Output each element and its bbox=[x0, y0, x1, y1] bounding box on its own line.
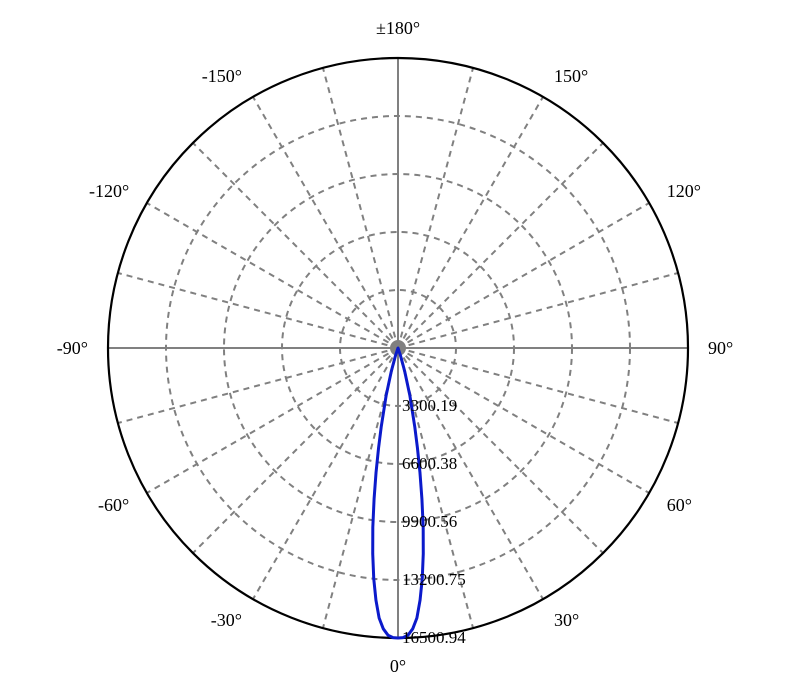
angle-tick-label: -150° bbox=[202, 66, 242, 86]
angle-tick-label: -30° bbox=[211, 610, 242, 630]
angle-tick-label: 120° bbox=[667, 181, 701, 201]
angle-tick-label: -60° bbox=[98, 495, 129, 515]
angle-tick-label: 60° bbox=[667, 495, 692, 515]
angle-tick-label: 150° bbox=[554, 66, 588, 86]
angle-tick-label: -120° bbox=[89, 181, 129, 201]
angle-tick-label: 90° bbox=[708, 338, 733, 358]
radial-tick-label: 9900.56 bbox=[402, 512, 457, 531]
radial-tick-label: 3300.19 bbox=[402, 396, 457, 415]
angle-tick-label: 0° bbox=[390, 656, 406, 676]
angle-tick-label: -90° bbox=[57, 338, 88, 358]
radial-tick-label: 16500.94 bbox=[402, 628, 466, 647]
radial-tick-label: 13200.75 bbox=[402, 570, 466, 589]
radial-tick-label: 6600.38 bbox=[402, 454, 457, 473]
polar-chart: 3300.19 6600.38 9900.56 13200.75 16500.94 ±18… bbox=[0, 0, 796, 696]
angle-tick-label: ±180° bbox=[376, 18, 420, 38]
angle-tick-label: 30° bbox=[554, 610, 579, 630]
